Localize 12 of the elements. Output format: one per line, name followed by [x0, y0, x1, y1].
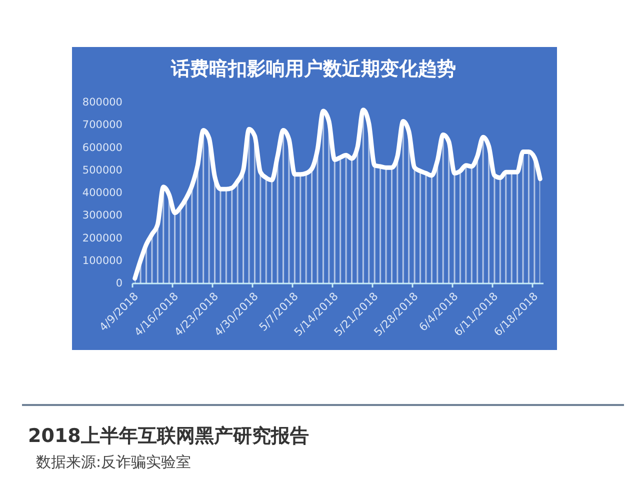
y-tick-label: 0 [116, 278, 122, 290]
y-tick-label: 700000 [82, 119, 122, 132]
y-tick-label: 500000 [82, 164, 122, 176]
y-tick-label: 400000 [82, 187, 122, 199]
text: 2018上半年互联网黑产研究报告 [28, 424, 309, 448]
y-tick-label: 100000 [82, 254, 122, 267]
y-tick-label: 800000 [82, 96, 122, 108]
chart-title: 话费暗扣影响用户数近期变化趋势 [170, 58, 456, 80]
y-tick-label: 300000 [82, 210, 122, 222]
source-note: 数据来源:反诈骗实验室 [36, 452, 192, 473]
y-tick-label: 200000 [82, 232, 122, 244]
y-tick-label: 600000 [82, 142, 122, 154]
